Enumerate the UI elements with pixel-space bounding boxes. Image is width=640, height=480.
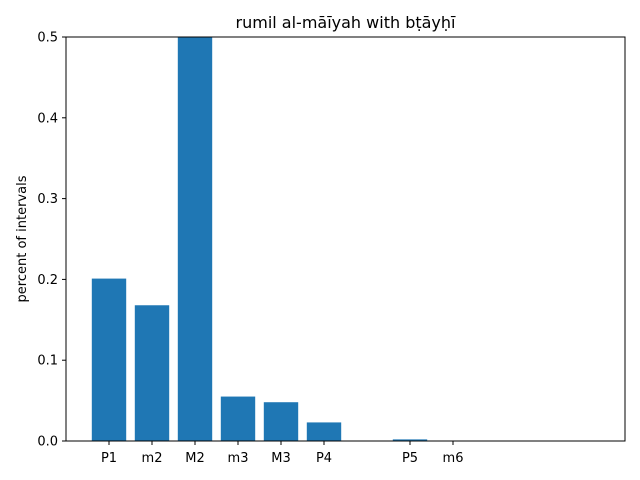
y-tick-label: 0.3 [37,192,58,207]
x-tick-label-M3: M3 [271,451,291,466]
bar-P1 [91,278,127,441]
x-tick-label-P5: P5 [402,451,418,466]
bars [91,37,428,441]
bar-m3 [220,396,256,441]
bar-P4 [306,422,342,441]
x-tick-label-P4: P4 [316,451,332,466]
x-tick-label-m6: m6 [443,451,464,466]
x-tick-label-P1: P1 [101,451,117,466]
bar-m2 [134,305,170,441]
y-tick-label: 0.0 [37,435,58,450]
plot-frame [65,36,626,442]
chart-title: rumil al-māīyah with bṭāyḥī [236,13,457,32]
bar-M3 [263,402,299,441]
x-tick-label-m2: m2 [142,451,163,466]
y-tick-label: 0.1 [37,354,58,369]
y-axis-title: percent of intervals [15,175,30,302]
y-axis: 0.0 0.1 0.2 0.3 0.4 0.5 [37,31,66,450]
bar-P5 [392,439,428,441]
y-tick-label: 0.4 [37,111,58,126]
y-tick-label: 0.5 [37,31,58,46]
bar-M2 [177,37,213,441]
y-tick-label: 0.2 [37,273,58,288]
x-axis: P1 m2 M2 m3 M3 P4 P5 m6 [101,441,464,466]
x-tick-label-m3: m3 [228,451,249,466]
x-tick-label-M2: M2 [185,451,205,466]
